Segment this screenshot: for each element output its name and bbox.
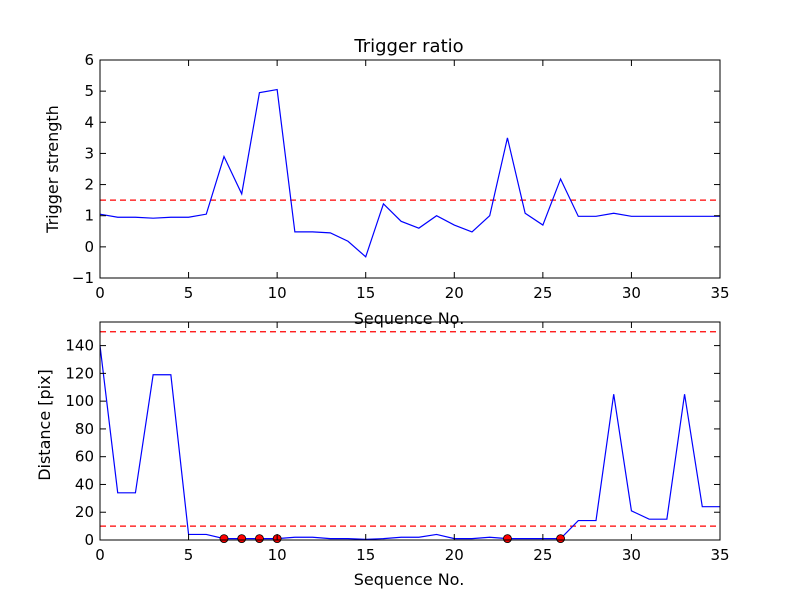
series-line (99, 88, 720, 258)
x-tick-label: 25 (533, 284, 552, 302)
y-tick-label: 2 (84, 176, 94, 194)
x-tick-label: 20 (445, 546, 464, 564)
y-tick-label: 0 (84, 238, 94, 256)
y-tick-label: 80 (75, 420, 94, 438)
y-axis-label: Trigger strength (43, 105, 62, 234)
y-tick-label: 3 (84, 144, 94, 162)
y-tick-label: 120 (65, 364, 94, 382)
y-tick-label: 60 (75, 448, 94, 466)
chart-distance: Sequence No. Distance [pix] 0 5 10 15 20 25 30… (35, 321, 730, 589)
x-tick-label: 0 (95, 284, 105, 302)
y-tick-label: 0 (84, 531, 94, 549)
x-axis-label: Sequence No. (354, 570, 465, 589)
y-tick-label: −1 (72, 269, 94, 287)
chart-trigger-ratio: Trigger ratio Sequence No. Trigger stren… (43, 36, 730, 328)
data-point-marker (237, 534, 247, 544)
x-tick-label: 15 (356, 546, 375, 564)
y-tick-label: 20 (75, 503, 94, 521)
x-tick-label: 25 (533, 546, 552, 564)
y-tick-label: 100 (65, 392, 94, 410)
y-axis-label: Distance [pix] (35, 369, 54, 481)
data-point-marker (219, 534, 229, 544)
y-tick-label: 5 (84, 82, 94, 100)
data-point-marker (556, 534, 565, 544)
series-line (99, 345, 720, 540)
x-tick-label: 0 (95, 546, 105, 564)
data-point-marker (255, 534, 264, 544)
x-axis-label: Sequence No. (354, 309, 465, 328)
x-tick-label: 20 (445, 284, 464, 302)
x-tick-label: 5 (184, 284, 194, 302)
x-tick-label: 10 (268, 546, 287, 564)
x-tick-label: 10 (268, 284, 287, 302)
x-tick-label: 35 (710, 284, 729, 302)
y-tick-label: 4 (84, 113, 94, 131)
data-point-marker (503, 534, 512, 544)
x-tick-label: 30 (622, 546, 641, 564)
x-tick-label: 5 (184, 546, 194, 564)
plot-frame (99, 321, 721, 541)
y-tick-label: 1 (84, 207, 94, 225)
y-tick-label: 6 (84, 51, 94, 69)
y-tick-label: 140 (65, 337, 94, 355)
chart-title: Trigger ratio (353, 36, 463, 57)
x-tick-label: 30 (622, 284, 641, 302)
x-tick-label: 35 (710, 546, 729, 564)
x-tick-label: 15 (356, 284, 375, 302)
plot-frame (99, 59, 721, 279)
y-tick-label: 40 (75, 475, 94, 493)
